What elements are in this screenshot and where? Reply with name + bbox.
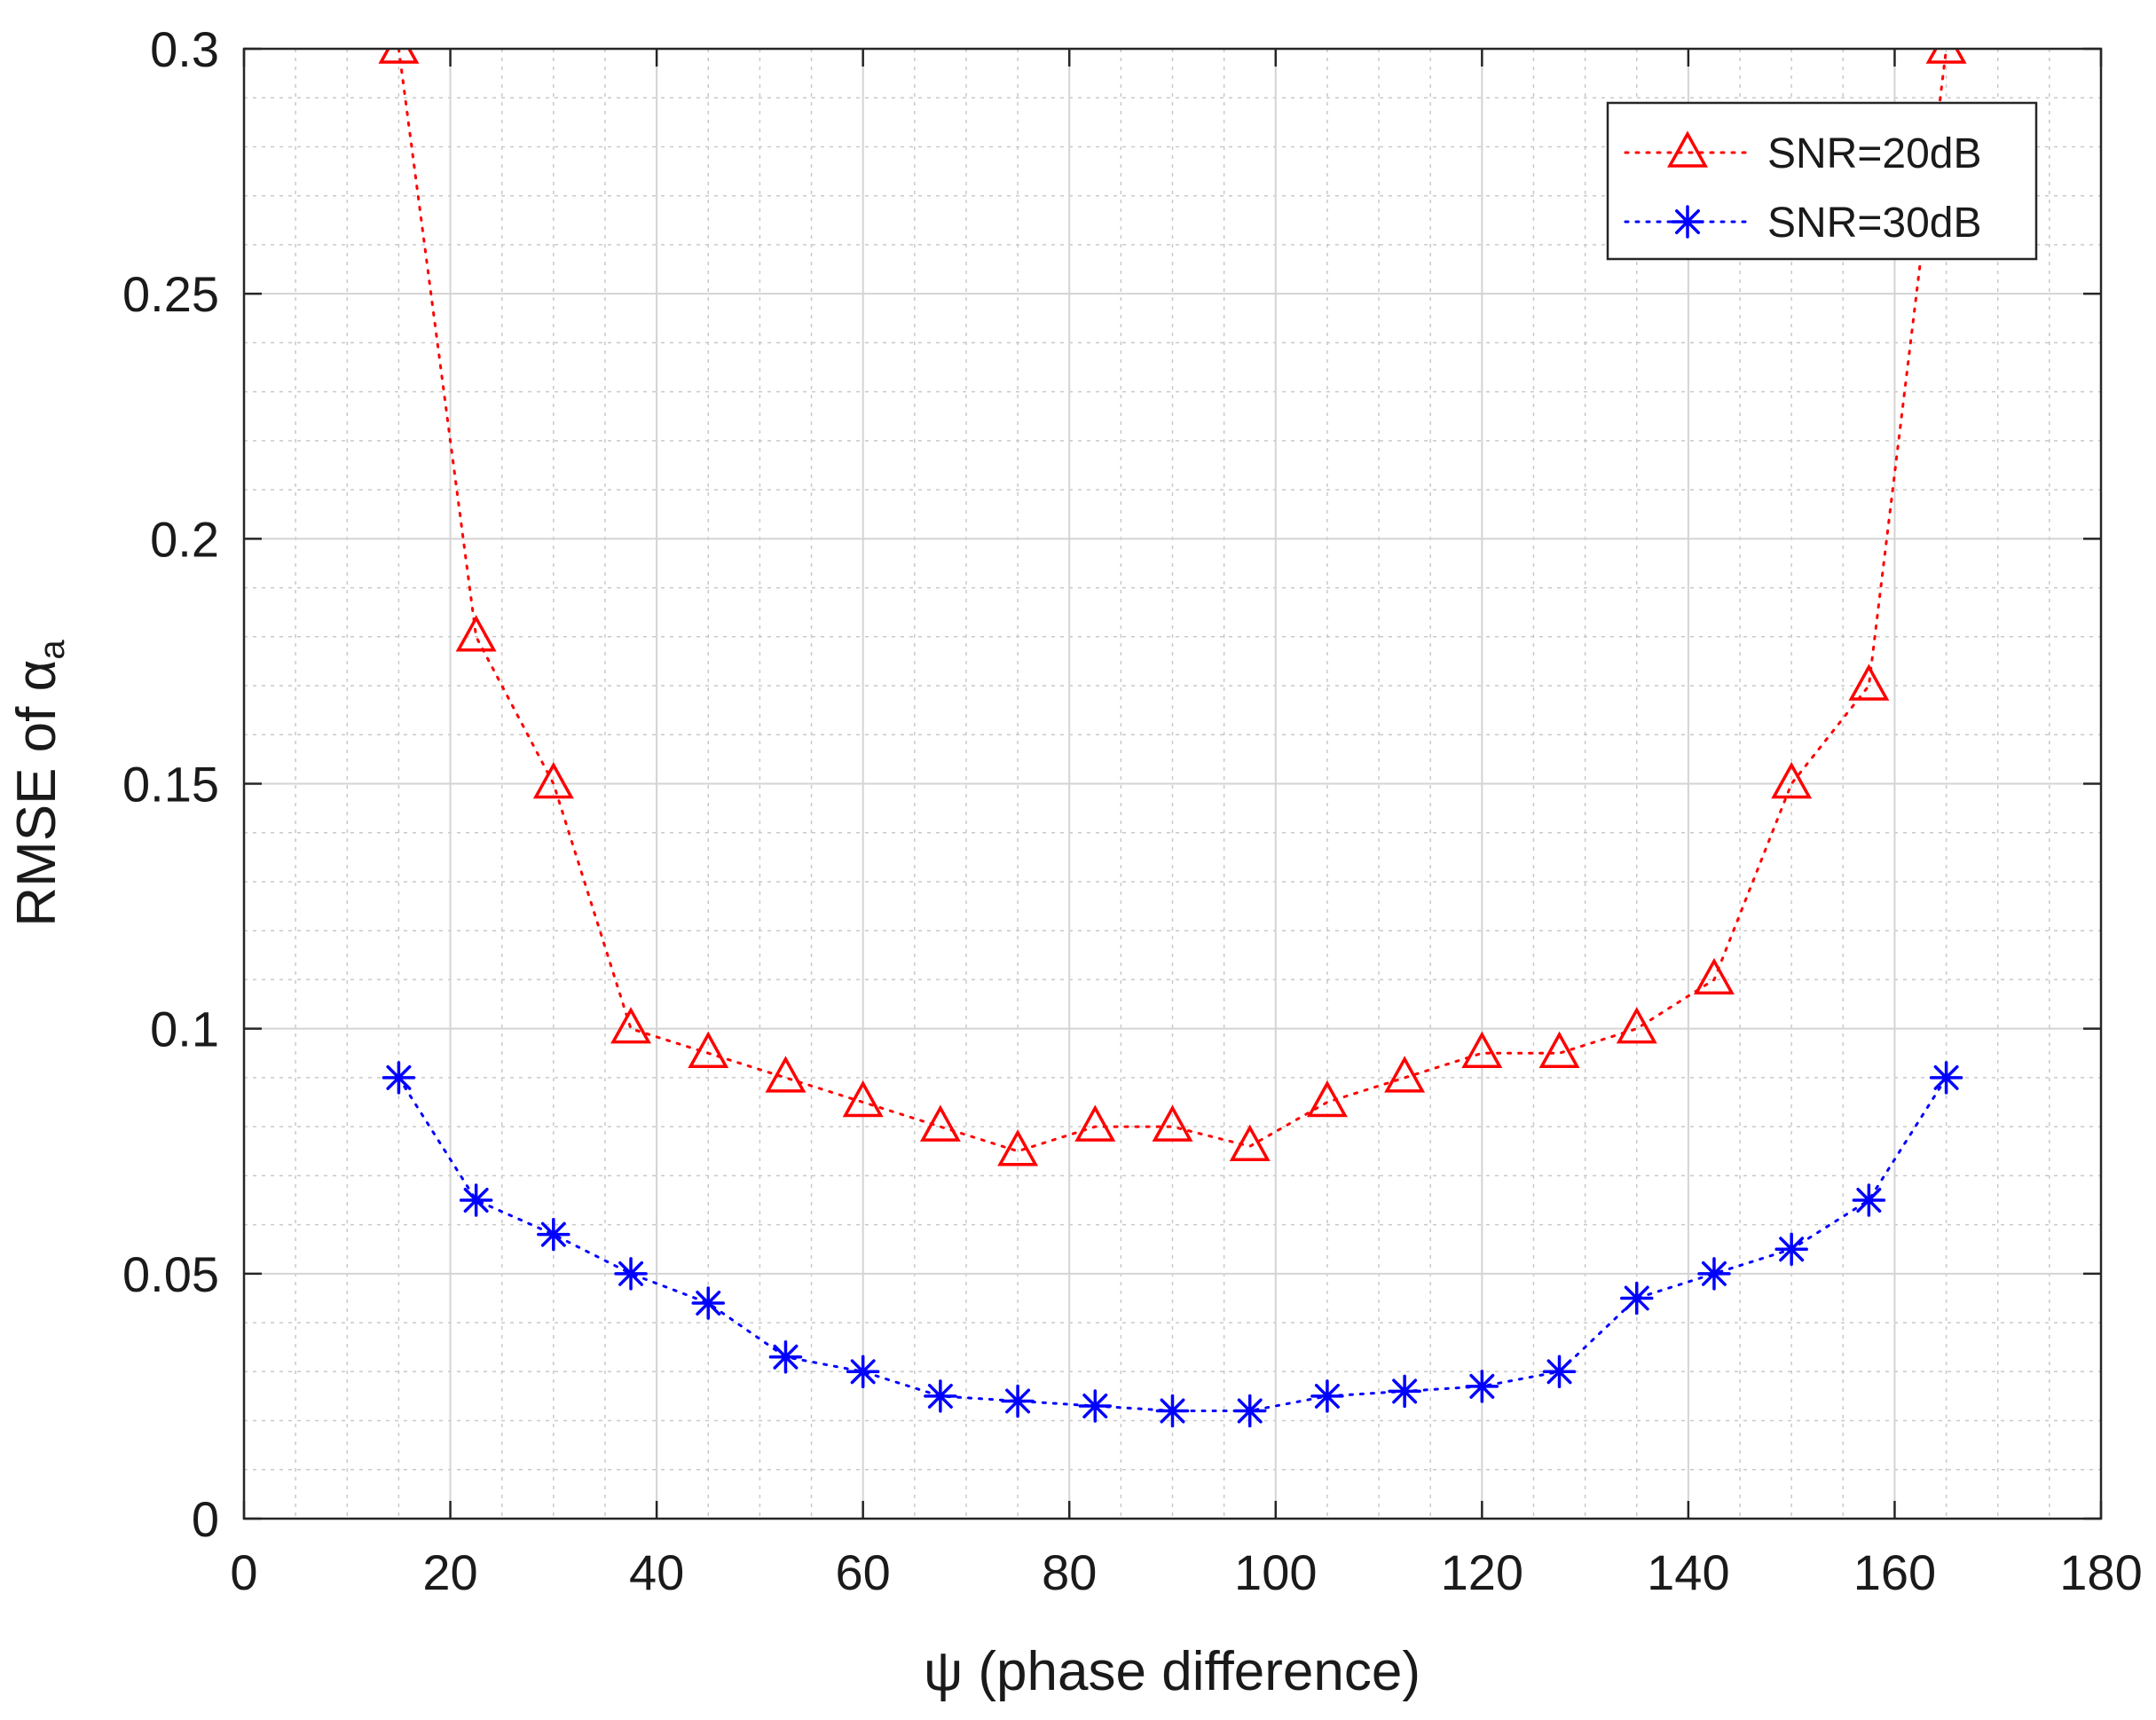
series-snr-30db bbox=[382, 1061, 1963, 1428]
data-point-snr-20db bbox=[997, 1129, 1039, 1166]
data-point-snr-20db bbox=[1461, 1031, 1503, 1069]
data-point-snr-20db bbox=[1771, 761, 1813, 799]
series-snr-20db bbox=[378, 49, 1967, 1166]
axis-ticks bbox=[242, 47, 2103, 1520]
legend: SNR=20dB SNR=30dB bbox=[1606, 101, 2038, 261]
legend-item-snr-20db: SNR=20dB bbox=[1624, 130, 1981, 177]
data-point-snr-30db bbox=[1465, 1370, 1499, 1403]
legend-label: SNR=20dB bbox=[1767, 130, 1981, 177]
data-point-snr-30db bbox=[537, 1217, 570, 1252]
legend-item-snr-30db: SNR=30dB bbox=[1624, 200, 1981, 247]
data-point-snr-20db bbox=[610, 1007, 652, 1044]
data-point-snr-30db bbox=[768, 1339, 803, 1374]
data-point-snr-30db bbox=[691, 1286, 725, 1320]
data-point-snr-30db bbox=[846, 1355, 880, 1389]
data-point-snr-30db bbox=[1232, 1394, 1267, 1428]
legend-marker-asterisk bbox=[1671, 205, 1704, 239]
legend-marker-triangle bbox=[1667, 130, 1708, 168]
data-point-snr-30db bbox=[1310, 1379, 1344, 1413]
x-tick-label: 100 bbox=[1234, 1544, 1317, 1600]
data-point-snr-30db bbox=[459, 1183, 493, 1217]
data-point-snr-30db bbox=[924, 1379, 957, 1413]
y-tick-label: 0.1 bbox=[150, 1001, 219, 1057]
data-point-snr-30db bbox=[1697, 1257, 1731, 1291]
data-point-snr-20db bbox=[378, 49, 420, 64]
legend-box bbox=[1606, 101, 2038, 261]
y-axis-title-subscript: a bbox=[33, 640, 72, 660]
x-tick-label: 60 bbox=[836, 1544, 891, 1600]
y-axis-title-main: RMSE of α bbox=[6, 660, 67, 927]
data-point-snr-30db bbox=[1542, 1355, 1577, 1389]
data-point-snr-20db bbox=[1538, 1031, 1580, 1069]
data-point-snr-20db bbox=[1925, 49, 1967, 64]
data-point-snr-20db bbox=[765, 1056, 807, 1093]
data-point-snr-20db bbox=[1229, 1124, 1271, 1161]
data-point-snr-30db bbox=[1155, 1394, 1190, 1428]
data-point-snr-30db bbox=[1388, 1374, 1421, 1409]
data-point-snr-20db bbox=[1693, 957, 1735, 995]
data-point-snr-30db bbox=[1929, 1061, 1963, 1095]
x-tick-labels: 0 20 40 60 80 100 120 140 160 180 bbox=[230, 1544, 2142, 1600]
y-tick-labels: 0 0.05 0.1 0.15 0.2 0.25 0.3 bbox=[122, 21, 219, 1547]
data-point-snr-30db bbox=[1078, 1389, 1113, 1423]
y-tick-label: 0.3 bbox=[150, 21, 219, 77]
x-tick-label: 80 bbox=[1042, 1544, 1097, 1600]
y-tick-label: 0 bbox=[192, 1491, 219, 1547]
y-tick-label: 0.25 bbox=[122, 266, 219, 322]
data-point-snr-30db bbox=[1620, 1281, 1654, 1316]
y-tick-label: 0.15 bbox=[122, 757, 219, 813]
data-point-snr-30db bbox=[382, 1061, 416, 1095]
x-tick-label: 40 bbox=[629, 1544, 684, 1600]
x-tick-label: 180 bbox=[2059, 1544, 2142, 1600]
series-line-snr-20db bbox=[397, 49, 1948, 1153]
y-tick-label: 0.2 bbox=[150, 511, 219, 567]
y-tick-label: 0.05 bbox=[122, 1246, 219, 1302]
data-point-snr-20db bbox=[919, 1104, 961, 1142]
data-point-snr-20db bbox=[455, 615, 497, 652]
data-point-snr-20db bbox=[842, 1080, 884, 1118]
x-tick-label: 0 bbox=[230, 1544, 257, 1600]
data-point-snr-20db bbox=[1074, 1104, 1116, 1142]
major-grid bbox=[244, 49, 2101, 1519]
x-tick-label: 160 bbox=[1853, 1544, 1936, 1600]
data-point-snr-30db bbox=[1001, 1384, 1035, 1418]
legend-label: SNR=30dB bbox=[1767, 200, 1981, 247]
x-tick-label: 20 bbox=[422, 1544, 477, 1600]
data-point-snr-20db bbox=[1616, 1007, 1657, 1044]
data-point-snr-20db bbox=[688, 1031, 729, 1069]
data-point-snr-30db bbox=[614, 1257, 648, 1291]
data-point-snr-30db bbox=[1774, 1232, 1808, 1266]
data-point-snr-20db bbox=[1152, 1104, 1193, 1142]
series-layer bbox=[378, 49, 1967, 1428]
y-axis-title: RMSE of αa bbox=[6, 640, 72, 927]
data-point-snr-30db bbox=[1852, 1183, 1886, 1217]
data-point-snr-20db bbox=[1384, 1056, 1426, 1093]
x-axis-title: ψ (phase difference) bbox=[924, 1641, 1420, 1702]
data-point-snr-20db bbox=[1306, 1080, 1348, 1118]
x-tick-label: 140 bbox=[1647, 1544, 1729, 1600]
data-point-snr-20db bbox=[1848, 664, 1890, 701]
x-tick-label: 120 bbox=[1441, 1544, 1523, 1600]
data-point-snr-20db bbox=[532, 761, 574, 799]
